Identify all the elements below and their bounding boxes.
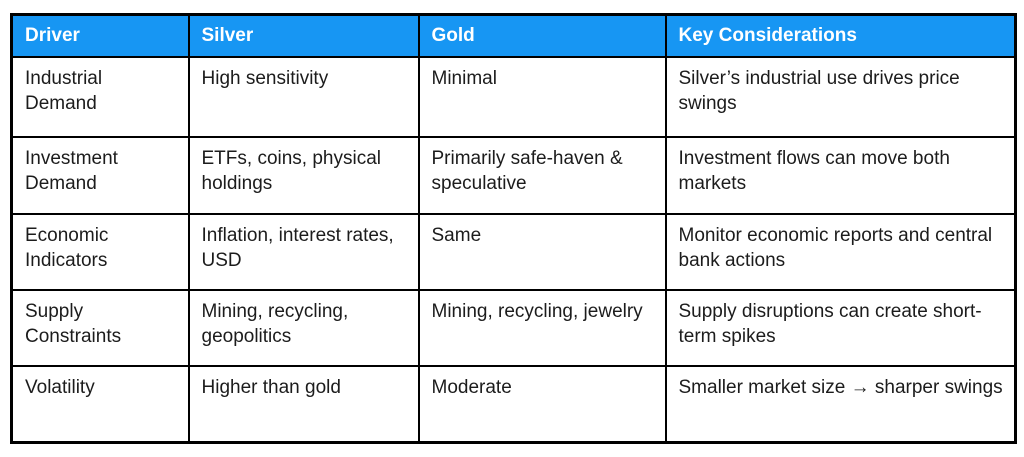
cell-silver: Higher than gold	[187, 365, 420, 444]
comparison-table: Driver Silver Gold Key Considerations In…	[10, 13, 1017, 444]
cell-silver: ETFs, coins, physical holdings	[187, 136, 420, 215]
cell-driver: Economic Indicators	[10, 212, 190, 291]
cell-gold: Moderate	[417, 365, 667, 444]
table-row: Investment Demand ETFs, coins, physical …	[10, 136, 1017, 215]
cell-key-considerations: Investment flows can move both markets	[664, 136, 1017, 215]
cell-key-considerations: Supply disruptions can create short-term…	[664, 288, 1017, 368]
column-header-key-considerations: Key Considerations	[664, 13, 1017, 58]
column-header-driver: Driver	[10, 13, 190, 58]
column-header-gold: Gold	[417, 13, 667, 58]
cell-gold: Primarily safe-haven & speculative	[417, 136, 667, 215]
table-row: Supply Constraints Mining, recycling, ge…	[10, 288, 1017, 368]
table-row: Industrial Demand High sensitivity Minim…	[10, 55, 1017, 139]
cell-driver: Volatility	[10, 365, 190, 444]
cell-silver: Mining, recycling, geopolitics	[187, 288, 420, 368]
cell-silver: Inflation, interest rates, USD	[187, 212, 420, 291]
cell-driver: Industrial Demand	[10, 55, 190, 139]
table-row: Economic Indicators Inflation, interest …	[10, 212, 1017, 291]
cell-gold: Minimal	[417, 55, 667, 139]
cell-gold: Same	[417, 212, 667, 291]
cell-gold: Mining, recycling, jewelry	[417, 288, 667, 368]
cell-driver: Investment Demand	[10, 136, 190, 215]
column-header-silver: Silver	[187, 13, 420, 58]
table-row: Volatility Higher than gold Moderate Sma…	[10, 365, 1017, 444]
cell-key-considerations: Smaller market size → sharper swings	[664, 365, 1017, 444]
table-header-row: Driver Silver Gold Key Considerations	[10, 13, 1017, 58]
cell-key-considerations: Monitor economic reports and central ban…	[664, 212, 1017, 291]
cell-driver: Supply Constraints	[10, 288, 190, 368]
cell-silver: High sensitivity	[187, 55, 420, 139]
cell-key-considerations: Silver’s industrial use drives price swi…	[664, 55, 1017, 139]
